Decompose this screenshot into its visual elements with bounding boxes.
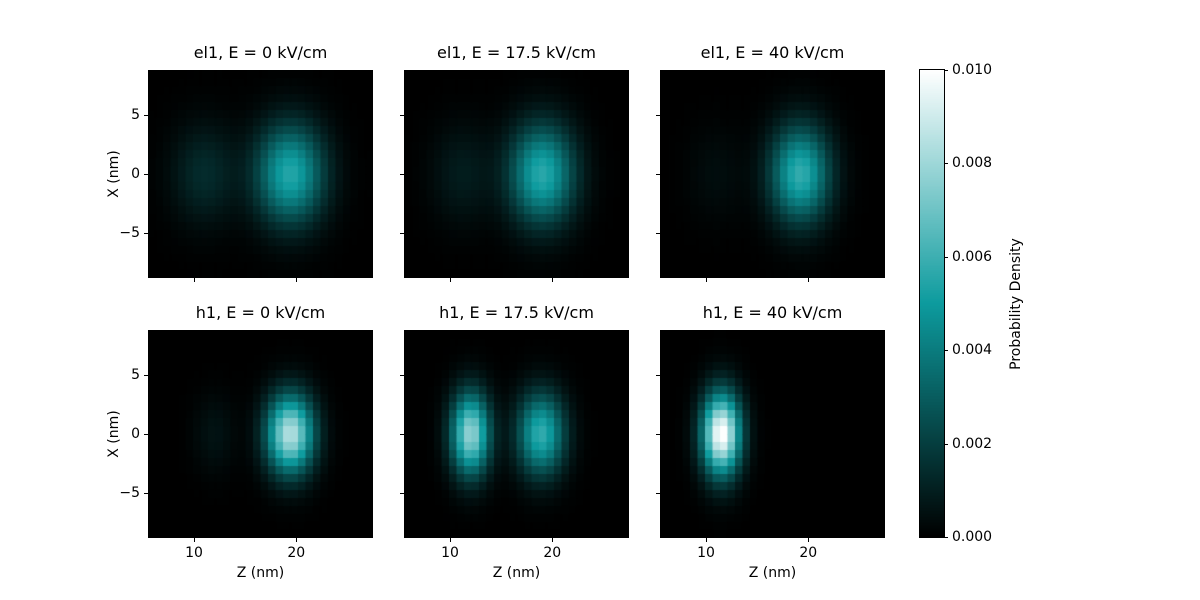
y-tick-mark bbox=[400, 434, 404, 435]
y-tick-mark bbox=[144, 434, 148, 435]
colorbar: 0.000 0.002 0.004 0.006 0.008 0.010 Prob… bbox=[919, 62, 1024, 545]
x-tick-mark bbox=[808, 538, 810, 542]
x-tick-mark bbox=[296, 278, 298, 282]
colorbar-tick-mark bbox=[944, 350, 948, 352]
y-tick-mark bbox=[400, 374, 404, 376]
colorbar-label: Probability Density bbox=[1008, 237, 1024, 370]
x-axis-label: Z (nm) bbox=[748, 565, 797, 581]
heatmap-el1-e40 bbox=[660, 70, 885, 278]
colorbar-tick-label: 0.008 bbox=[952, 155, 993, 172]
heatmap-el1-e17 bbox=[404, 70, 629, 278]
colorbar-tick-mark bbox=[944, 256, 948, 258]
x-tick-mark bbox=[194, 538, 196, 542]
colorbar-tick-label: 0.002 bbox=[952, 435, 993, 452]
y-axis-label: X (nm) bbox=[106, 410, 122, 458]
y-tick-label: 0 bbox=[131, 166, 140, 182]
y-tick-mark bbox=[144, 114, 148, 116]
x-tick-mark bbox=[552, 538, 554, 542]
heatmap-h1-e40 bbox=[660, 330, 885, 538]
y-tick-mark bbox=[144, 174, 148, 175]
y-tick-mark bbox=[144, 374, 148, 376]
subplot-el1-e40: el1, E = 40 kV/cm bbox=[656, 43, 885, 282]
x-tick-mark bbox=[450, 278, 452, 282]
x-tick-mark bbox=[706, 538, 708, 542]
colorbar-gradient bbox=[919, 69, 945, 538]
colorbar-tick-label: 0.006 bbox=[952, 248, 993, 265]
x-tick-mark bbox=[194, 278, 196, 282]
subplot-h1-e40: h1, E = 40 kV/cm 10 20 Z (nm) bbox=[656, 303, 885, 581]
subplot-title: el1, E = 0 kV/cm bbox=[193, 43, 328, 62]
y-tick-mark bbox=[144, 233, 148, 235]
subplot-title: el1, E = 17.5 kV/cm bbox=[436, 43, 597, 62]
x-axis-label: Z (nm) bbox=[492, 565, 541, 581]
y-tick-label: 5 bbox=[131, 106, 140, 123]
subplot-el1-e17: el1, E = 17.5 kV/cm bbox=[400, 43, 629, 282]
y-tick-mark bbox=[656, 114, 660, 116]
x-axis-label: Z (nm) bbox=[236, 565, 285, 581]
x-tick-label: 10 bbox=[441, 545, 459, 561]
y-tick-label: 0 bbox=[131, 426, 140, 442]
y-tick-mark bbox=[400, 174, 404, 175]
heatmap-h1-e0 bbox=[148, 330, 373, 538]
y-tick-label: −5 bbox=[119, 225, 140, 242]
colorbar-tick-label: 0.000 bbox=[952, 529, 993, 545]
x-tick-mark bbox=[808, 278, 810, 282]
y-tick-mark bbox=[656, 174, 660, 175]
subplot-h1-e17: h1, E = 17.5 kV/cm 10 20 Z (nm) bbox=[400, 303, 629, 581]
x-tick-label: 10 bbox=[185, 545, 203, 561]
x-tick-mark bbox=[296, 538, 298, 542]
x-tick-mark bbox=[706, 278, 708, 282]
colorbar-tick-label: 0.010 bbox=[952, 62, 993, 78]
y-tick-mark bbox=[144, 493, 148, 495]
y-tick-label: −5 bbox=[119, 485, 140, 502]
y-tick-mark bbox=[400, 114, 404, 116]
colorbar-tick-label: 0.004 bbox=[952, 342, 993, 359]
subplot-title: h1, E = 17.5 kV/cm bbox=[439, 303, 594, 322]
y-tick-mark bbox=[656, 434, 660, 435]
y-tick-mark bbox=[656, 493, 660, 495]
x-tick-label: 10 bbox=[697, 545, 715, 561]
x-tick-mark bbox=[450, 538, 452, 542]
y-tick-mark bbox=[656, 233, 660, 235]
colorbar-tick-mark bbox=[944, 537, 948, 538]
y-tick-mark bbox=[400, 233, 404, 235]
subplot-el1-e0: el1, E = 0 kV/cm 5 0 −5 X (nm) bbox=[106, 43, 373, 282]
y-tick-mark bbox=[400, 493, 404, 495]
y-tick-label: 5 bbox=[131, 366, 140, 383]
heatmap-h1-e17 bbox=[404, 330, 629, 538]
y-axis-label: X (nm) bbox=[106, 150, 122, 198]
x-tick-mark bbox=[552, 278, 554, 282]
x-tick-label: 20 bbox=[799, 545, 818, 561]
colorbar-tick-mark bbox=[944, 443, 948, 445]
subplot-title: el1, E = 40 kV/cm bbox=[700, 43, 845, 62]
x-tick-label: 20 bbox=[543, 545, 562, 561]
heatmap-el1-e0 bbox=[148, 70, 373, 278]
subplot-title: h1, E = 0 kV/cm bbox=[195, 303, 326, 322]
subplot-h1-e0: h1, E = 0 kV/cm 5 0 −5 X (nm) 10 20 Z (n… bbox=[106, 303, 373, 581]
colorbar-tick-mark bbox=[944, 163, 948, 165]
subplot-title: h1, E = 40 kV/cm bbox=[702, 303, 843, 322]
y-tick-mark bbox=[656, 374, 660, 376]
colorbar-tick-mark bbox=[944, 70, 948, 71]
x-tick-label: 20 bbox=[287, 545, 306, 561]
